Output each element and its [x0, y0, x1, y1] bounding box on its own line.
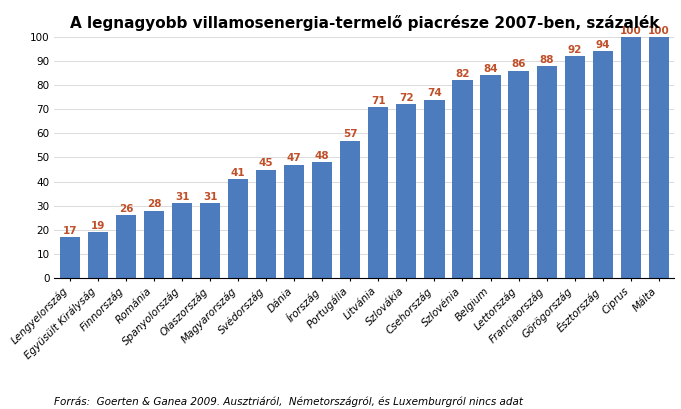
Bar [649, 37, 669, 278]
Text: 84: 84 [484, 64, 498, 74]
Text: 100: 100 [648, 26, 669, 36]
Bar [144, 211, 164, 278]
Bar [396, 104, 417, 278]
Text: 41: 41 [231, 168, 245, 178]
Bar [256, 170, 276, 278]
Text: 71: 71 [371, 96, 385, 106]
Bar [592, 51, 613, 278]
Text: 92: 92 [567, 45, 582, 55]
Bar [368, 107, 388, 278]
Bar [620, 37, 641, 278]
Bar [200, 203, 220, 278]
Bar [537, 66, 556, 278]
Text: 86: 86 [511, 59, 526, 70]
Text: 82: 82 [455, 69, 470, 79]
Bar [452, 80, 473, 278]
Text: 45: 45 [259, 158, 274, 169]
Text: 17: 17 [63, 226, 77, 236]
Text: 31: 31 [175, 192, 189, 202]
Bar [284, 165, 304, 278]
Bar [228, 179, 249, 278]
Bar [312, 162, 332, 278]
Text: 47: 47 [287, 153, 302, 164]
Bar [480, 75, 501, 278]
Bar [60, 237, 80, 278]
Bar [116, 216, 136, 278]
Text: 57: 57 [343, 129, 358, 139]
Text: 100: 100 [620, 26, 642, 36]
Text: 72: 72 [399, 93, 414, 103]
Text: 26: 26 [118, 204, 133, 214]
Text: 19: 19 [91, 221, 105, 231]
Text: 94: 94 [595, 40, 610, 50]
Text: 28: 28 [147, 199, 161, 209]
Bar [509, 71, 528, 278]
Text: 74: 74 [427, 88, 442, 98]
Bar [340, 141, 360, 278]
Text: 31: 31 [203, 192, 217, 202]
Bar [565, 56, 585, 278]
Title: A legnagyobb villamosenergia-termelő piacrésze 2007-ben, százalék: A legnagyobb villamosenergia-termelő pia… [69, 16, 659, 31]
Bar [172, 203, 192, 278]
Text: 88: 88 [539, 54, 554, 65]
Text: 48: 48 [315, 151, 330, 161]
Bar [424, 99, 445, 278]
Bar [88, 232, 108, 278]
Text: Forrás:  Goerten & Ganea 2009. Ausztriáról,  Németországról, és Luxemburgról nin: Forrás: Goerten & Ganea 2009. Ausztriáró… [54, 396, 524, 407]
